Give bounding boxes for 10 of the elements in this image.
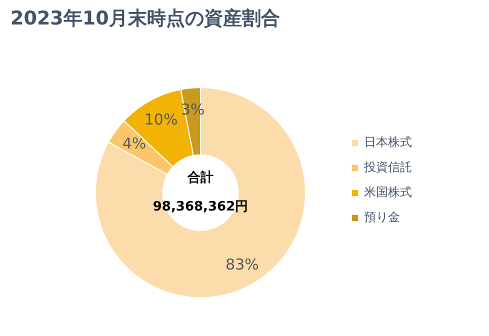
data-label: 83% [226, 256, 259, 274]
chart-title: 2023年10月末時点の資産割合 [10, 8, 280, 30]
text: 98,368,362円 [152, 200, 248, 215]
text: 合計 [186, 170, 214, 186]
legend-label: 日本株式 [364, 134, 412, 151]
data-label: 4% [122, 134, 146, 153]
legend-label: 米国株式 [364, 184, 412, 201]
data-label: 10% [144, 110, 178, 128]
legend-label: 預り金 [364, 209, 400, 226]
legend-label: 投資信託 [364, 159, 412, 176]
